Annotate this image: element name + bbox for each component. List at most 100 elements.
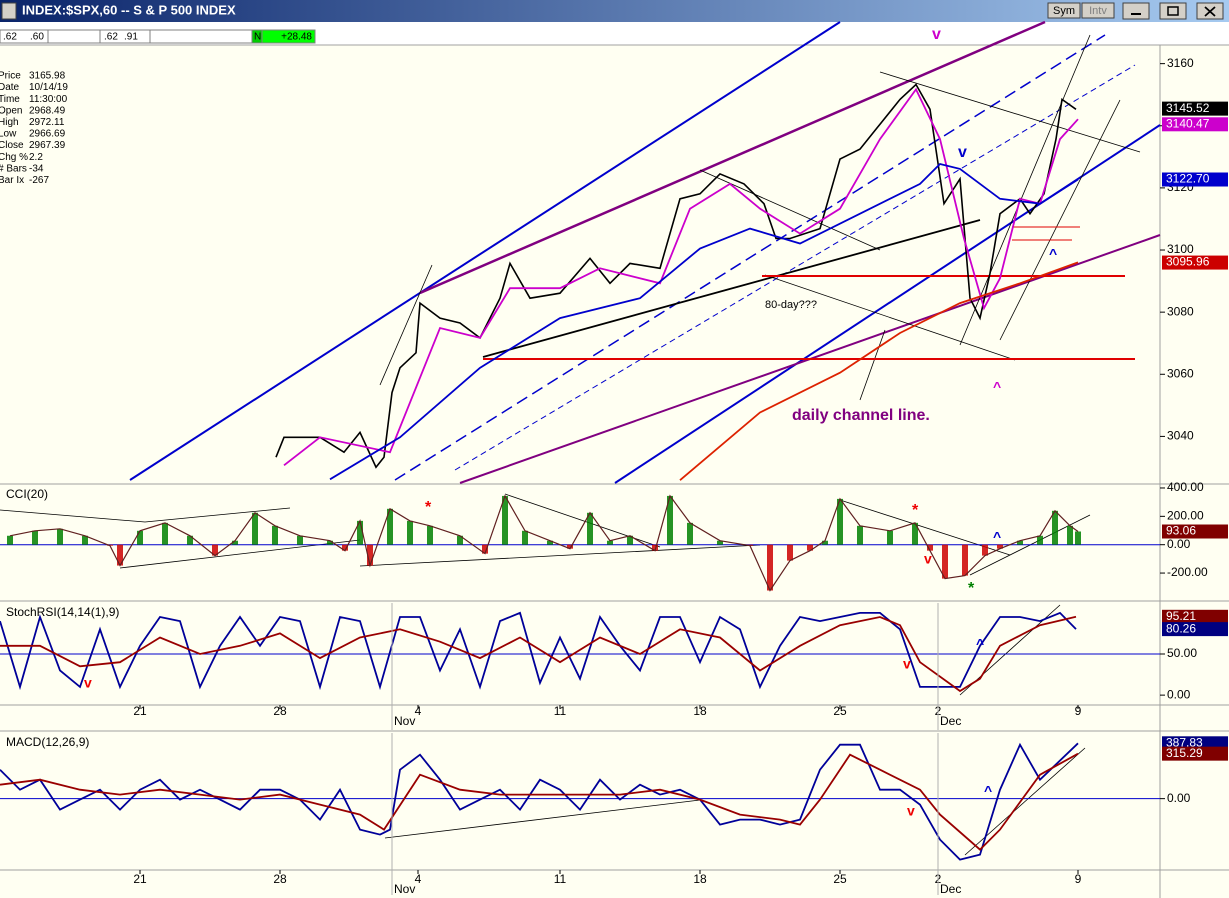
panel-title: CCI(20) bbox=[6, 487, 48, 501]
info-label: High bbox=[0, 117, 19, 128]
histogram-bar bbox=[502, 495, 508, 545]
y-tick-label: 3160 bbox=[1167, 56, 1194, 70]
histogram-bar bbox=[7, 535, 13, 545]
x-tick-label: 18 bbox=[693, 704, 707, 718]
histogram-bar bbox=[942, 544, 948, 579]
histogram-bar bbox=[427, 525, 433, 545]
close-icon bbox=[1204, 6, 1216, 17]
toolbar-value: .91 bbox=[124, 32, 138, 43]
info-label: Low bbox=[0, 129, 17, 140]
info-value: 11:30:00 bbox=[29, 94, 68, 105]
annotation: v bbox=[84, 675, 92, 691]
value-tag bbox=[1162, 117, 1228, 132]
x-tick-label: 11 bbox=[554, 704, 567, 718]
histogram-bar bbox=[327, 540, 333, 545]
toolbar-value: .62 bbox=[104, 32, 118, 43]
histogram-bar bbox=[887, 530, 893, 545]
y-tick-label: 0.00 bbox=[1167, 791, 1191, 805]
histogram-bar bbox=[137, 530, 143, 545]
annotation: ^ bbox=[976, 636, 984, 652]
info-label: Bar Ix bbox=[0, 175, 24, 186]
y-tick-label: 200.00 bbox=[1167, 509, 1204, 523]
series-line bbox=[329, 163, 1079, 481]
series-line bbox=[9, 494, 1079, 592]
annotation: 80-day??? bbox=[765, 299, 817, 311]
histogram-bar bbox=[807, 544, 813, 551]
histogram-bar bbox=[627, 535, 633, 545]
histogram-bar bbox=[667, 495, 673, 545]
annotation: v bbox=[932, 26, 941, 43]
info-value: 10/14/19 bbox=[29, 82, 68, 93]
histogram-bar bbox=[1052, 510, 1058, 545]
value-tag-label: 387.83 bbox=[1166, 735, 1203, 749]
histogram-bar bbox=[717, 540, 723, 545]
histogram-bar bbox=[962, 544, 968, 576]
value-tag bbox=[1162, 746, 1228, 761]
month-label: Dec bbox=[940, 714, 961, 728]
histogram-bar bbox=[232, 540, 238, 545]
y-tick-label: 0.00 bbox=[1167, 687, 1191, 701]
histogram-bar bbox=[342, 544, 348, 551]
y-tick-label: 3040 bbox=[1167, 429, 1194, 443]
info-value: 2968.49 bbox=[29, 105, 66, 116]
histogram-bar bbox=[567, 544, 573, 549]
month-label: Dec bbox=[940, 882, 961, 896]
annotation: v bbox=[924, 551, 932, 567]
histogram-bar bbox=[1067, 525, 1073, 545]
maximize-button[interactable] bbox=[1159, 2, 1187, 20]
y-tick-label: 400.00 bbox=[1167, 480, 1204, 494]
value-tag bbox=[1162, 172, 1228, 187]
value-tag bbox=[1162, 609, 1228, 624]
histogram-bar bbox=[367, 544, 373, 566]
info-panel: Price 3165.98 Date 10/14/19 Time 11:30:00 Open… bbox=[0, 71, 68, 186]
annotation: daily channel line. bbox=[792, 407, 930, 424]
annotation: v bbox=[903, 656, 911, 672]
histogram-bar bbox=[57, 528, 63, 545]
histogram-bar bbox=[187, 535, 193, 545]
x-tick-label: 28 bbox=[273, 872, 287, 886]
value-tag bbox=[1162, 622, 1228, 637]
annotation: ^ bbox=[984, 783, 992, 799]
histogram-bar bbox=[607, 540, 613, 545]
histogram-bar bbox=[822, 540, 828, 545]
histogram-bar bbox=[1037, 535, 1043, 545]
intv-button[interactable] bbox=[1081, 2, 1115, 19]
y-tick-label: 50.00 bbox=[1167, 646, 1197, 660]
info-label: # Bars bbox=[0, 163, 27, 174]
histogram-bar bbox=[252, 512, 258, 545]
histogram-bar bbox=[652, 544, 658, 551]
panel-title: StochRSI(14,14(1),9) bbox=[6, 605, 119, 619]
annotation: ^ bbox=[993, 379, 1001, 395]
histogram-bar bbox=[387, 508, 393, 545]
x-tick-label: 28 bbox=[273, 704, 287, 718]
histogram-bar bbox=[837, 498, 843, 545]
x-tick-label: 25 bbox=[833, 872, 847, 886]
sym-button[interactable] bbox=[1047, 2, 1081, 19]
histogram-bar bbox=[162, 522, 168, 545]
field bbox=[261, 29, 316, 44]
series-line bbox=[679, 261, 1079, 481]
annotation: ^ bbox=[993, 529, 1001, 545]
value-tag-label: 3095.96 bbox=[1166, 255, 1210, 269]
series-line bbox=[275, 83, 1077, 469]
histogram-bar bbox=[912, 522, 918, 545]
panel bbox=[0, 742, 1160, 861]
x-tick-label: 11 bbox=[554, 872, 567, 886]
toolbar-value: N bbox=[254, 32, 261, 43]
value-tag-label: 3140.47 bbox=[1166, 116, 1210, 130]
panel bbox=[275, 83, 1079, 481]
series-line bbox=[0, 611, 1077, 691]
x-tick-label: 9 bbox=[1075, 872, 1082, 886]
field bbox=[47, 29, 101, 44]
histogram-bar bbox=[482, 544, 488, 554]
histogram-bar bbox=[117, 544, 123, 566]
x-tick-label: 25 bbox=[833, 704, 847, 718]
annotation: v bbox=[907, 803, 915, 819]
annotation: * bbox=[968, 580, 975, 597]
toolbar-value: +28.48 bbox=[281, 32, 312, 43]
histogram-bar bbox=[787, 544, 793, 561]
window-title: INDEX:$SPX,60 -- S & P 500 INDEX bbox=[22, 2, 236, 17]
minimize-button[interactable] bbox=[1122, 2, 1150, 20]
